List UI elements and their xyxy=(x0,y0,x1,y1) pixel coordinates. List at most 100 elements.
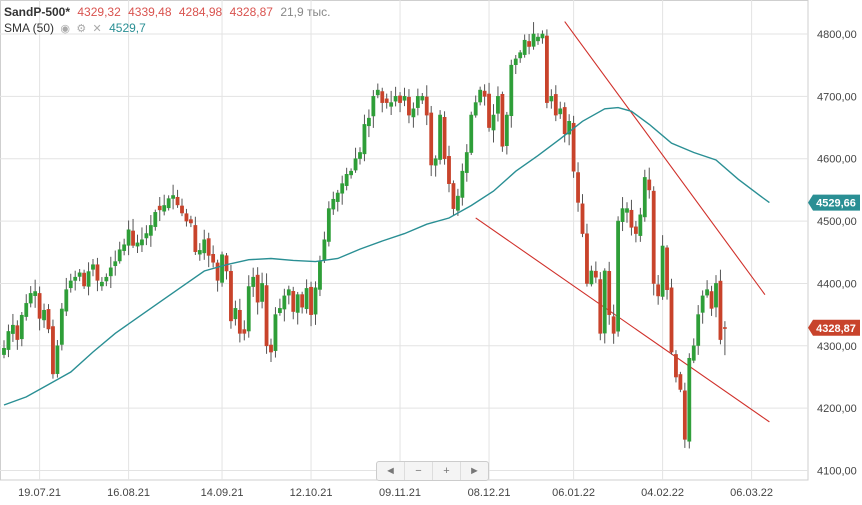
candle[interactable] xyxy=(522,34,527,58)
candle[interactable] xyxy=(585,223,589,287)
candle[interactable] xyxy=(429,105,434,177)
candle[interactable] xyxy=(153,209,158,231)
candle[interactable] xyxy=(251,267,256,297)
candle[interactable] xyxy=(478,86,483,106)
candle[interactable] xyxy=(665,245,669,300)
candle[interactable] xyxy=(309,281,313,327)
candle[interactable] xyxy=(678,371,683,393)
candle[interactable] xyxy=(674,350,678,383)
candle[interactable] xyxy=(269,338,273,363)
zoom-in-button[interactable]: + xyxy=(433,462,461,480)
candle[interactable] xyxy=(651,186,656,296)
candle[interactable] xyxy=(95,257,100,292)
candle[interactable] xyxy=(64,277,69,316)
candle[interactable] xyxy=(37,286,42,331)
candle[interactable] xyxy=(718,269,723,345)
candle[interactable] xyxy=(576,162,580,212)
candle[interactable] xyxy=(189,215,193,228)
candle[interactable] xyxy=(642,169,647,222)
candle[interactable] xyxy=(91,258,95,277)
candle[interactable] xyxy=(509,59,514,128)
candle[interactable] xyxy=(108,256,113,289)
candle[interactable] xyxy=(6,324,11,358)
candle[interactable] xyxy=(113,250,118,276)
candle[interactable] xyxy=(295,291,300,325)
candle[interactable] xyxy=(415,88,420,116)
candle[interactable] xyxy=(24,294,29,321)
candle[interactable] xyxy=(464,144,469,182)
candle[interactable] xyxy=(442,111,447,165)
candle[interactable] xyxy=(669,278,674,355)
candle[interactable] xyxy=(331,191,336,215)
candle[interactable] xyxy=(233,300,238,326)
candle[interactable] xyxy=(705,280,710,298)
candle[interactable] xyxy=(282,288,287,322)
candle[interactable] xyxy=(700,290,705,324)
candle[interactable] xyxy=(11,313,15,342)
candle[interactable] xyxy=(349,168,354,179)
candle[interactable] xyxy=(398,92,402,113)
candle[interactable] xyxy=(496,86,500,122)
candle[interactable] xyxy=(104,273,109,287)
candle[interactable] xyxy=(264,273,269,354)
candle[interactable] xyxy=(51,319,55,379)
candle[interactable] xyxy=(215,259,220,292)
candle[interactable] xyxy=(433,155,438,177)
candle[interactable] xyxy=(28,286,33,308)
candle[interactable] xyxy=(73,270,78,291)
candle[interactable] xyxy=(193,216,198,255)
candle[interactable] xyxy=(451,180,456,216)
indicator-label[interactable]: SMA (50) xyxy=(4,21,55,35)
candle[interactable] xyxy=(629,199,634,236)
candle[interactable] xyxy=(682,382,687,448)
candle[interactable] xyxy=(402,87,407,107)
candle[interactable] xyxy=(166,195,171,211)
candle[interactable] xyxy=(380,87,385,113)
candle[interactable] xyxy=(620,197,625,232)
candle[interactable] xyxy=(366,109,371,138)
candle[interactable] xyxy=(2,340,6,359)
candle[interactable] xyxy=(313,281,318,325)
candle[interactable] xyxy=(625,202,629,223)
candle[interactable] xyxy=(144,225,149,246)
candle[interactable] xyxy=(175,189,180,208)
candle[interactable] xyxy=(473,95,478,118)
candle[interactable] xyxy=(611,304,616,344)
candle[interactable] xyxy=(184,208,189,227)
candle[interactable] xyxy=(358,147,362,165)
candle[interactable] xyxy=(567,114,572,146)
candle[interactable] xyxy=(82,269,87,289)
candle[interactable] xyxy=(455,188,460,216)
candle[interactable] xyxy=(469,111,474,156)
candle[interactable] xyxy=(42,303,46,328)
candle[interactable] xyxy=(362,114,367,162)
candle[interactable] xyxy=(589,265,594,287)
candle[interactable] xyxy=(487,82,491,132)
candle[interactable] xyxy=(616,216,621,337)
candle[interactable] xyxy=(197,243,202,261)
candle[interactable] xyxy=(344,167,349,191)
candle[interactable] xyxy=(375,83,380,99)
candle[interactable] xyxy=(122,238,127,256)
candle[interactable] xyxy=(224,252,229,280)
candle[interactable] xyxy=(384,93,389,109)
candle[interactable] xyxy=(211,245,216,268)
candle[interactable] xyxy=(180,198,184,217)
candle[interactable] xyxy=(135,234,140,253)
candle[interactable] xyxy=(593,261,598,283)
candle[interactable] xyxy=(491,104,496,143)
candle[interactable] xyxy=(171,184,176,210)
candle[interactable] xyxy=(242,320,247,341)
candle[interactable] xyxy=(55,340,60,378)
scroll-right-button[interactable]: ► xyxy=(469,465,480,477)
candle[interactable] xyxy=(536,33,540,45)
candle[interactable] xyxy=(148,215,153,247)
candle[interactable] xyxy=(202,229,207,260)
candle[interactable] xyxy=(19,311,24,347)
candle[interactable] xyxy=(389,90,394,116)
candle[interactable] xyxy=(656,275,661,305)
candle[interactable] xyxy=(117,241,122,264)
candle[interactable] xyxy=(460,163,465,206)
candle[interactable] xyxy=(407,89,411,124)
